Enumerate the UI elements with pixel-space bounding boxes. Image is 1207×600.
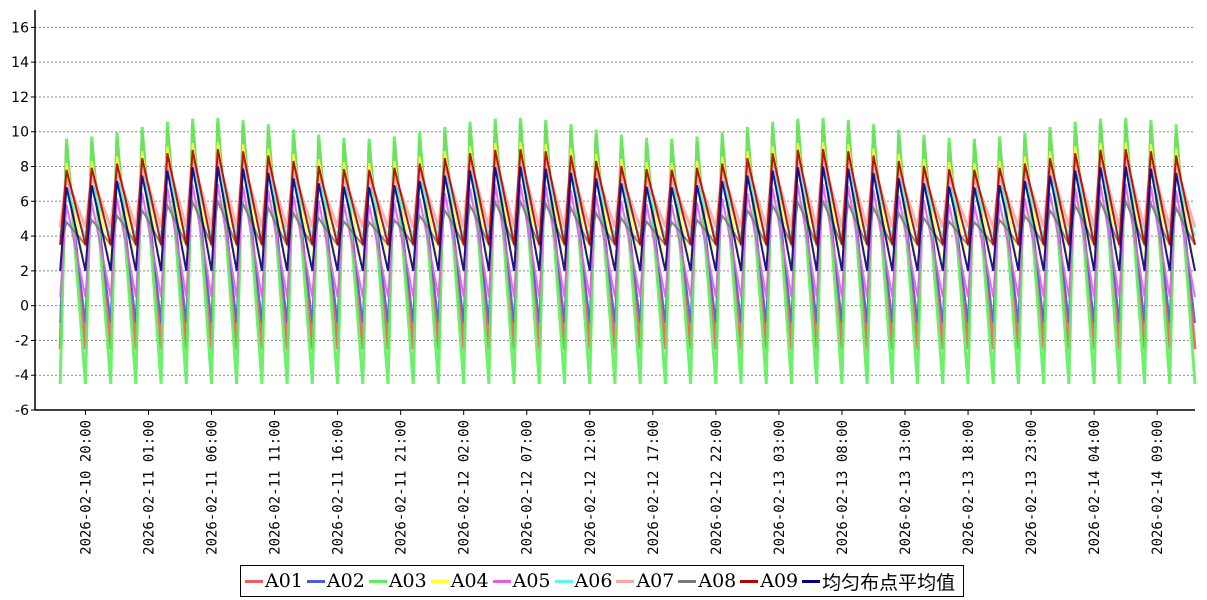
legend-label: A08 [698, 570, 737, 592]
x-tick-label: 2026-02-10 20:00 [78, 420, 94, 555]
series-line-A09 [59, 148, 1196, 246]
legend-item: A06 [554, 570, 613, 592]
y-tick-label: -4 [15, 368, 29, 384]
legend-swatch [740, 579, 759, 583]
legend-swatch [678, 579, 697, 583]
y-tick-label: -6 [15, 403, 29, 419]
legend-item: A07 [616, 570, 674, 592]
x-tick-label: 2026-02-14 09:00 [1150, 420, 1166, 555]
x-tick-label: 2026-02-12 02:00 [457, 420, 473, 555]
legend-label: A09 [760, 570, 799, 592]
series-line-均匀布点平均值 [59, 166, 1196, 272]
x-tick-label: 2026-02-12 07:00 [520, 420, 536, 555]
y-tick-label: 6 [20, 194, 29, 210]
legend-label: A03 [388, 570, 427, 592]
legend-item: A03 [368, 570, 427, 592]
legend-swatch [368, 579, 387, 583]
x-tick-label: 2026-02-11 21:00 [394, 420, 410, 555]
legend-swatch [430, 579, 449, 583]
y-tick-label: 2 [20, 264, 29, 280]
legend-label: 均匀布点平均值 [822, 571, 956, 594]
series-line-A06 [59, 166, 1196, 241]
legend-item: 均匀布点平均值 [802, 568, 955, 595]
legend-label: A02 [326, 570, 365, 592]
legend-label: A04 [450, 570, 489, 592]
y-tick-label: 12 [11, 90, 29, 106]
y-tick-label: 14 [11, 55, 29, 71]
y-tick-label: 16 [11, 20, 29, 36]
legend-swatch [492, 579, 511, 583]
legend-item: A02 [306, 570, 365, 592]
y-tick-label: 0 [20, 299, 29, 315]
legend: A01 A02 A03 A04 A05 A06 A07 A08 A09 均匀布点平均值 [240, 565, 965, 597]
x-tick-label: 2026-02-12 22:00 [709, 420, 725, 555]
y-tick-label: 8 [20, 160, 29, 176]
x-tick-label: 2026-02-13 23:00 [1024, 420, 1040, 555]
legend-item: A08 [678, 570, 736, 592]
series-line-A03 [58, 117, 1197, 385]
x-tick-label: 2026-02-12 17:00 [646, 420, 662, 555]
legend-item: A09 [740, 570, 798, 592]
legend-label: A01 [265, 570, 303, 592]
x-tick-label: 2026-02-11 16:00 [331, 420, 347, 555]
legend-label: A05 [512, 570, 551, 592]
legend-label: A06 [574, 570, 613, 592]
legend-swatch [306, 579, 325, 583]
x-tick-label: 2026-02-13 03:00 [772, 420, 788, 555]
x-tick-label: 2026-02-12 12:00 [583, 420, 599, 555]
x-tick-label: 2026-02-14 04:00 [1087, 420, 1103, 555]
y-tick-label: 4 [20, 229, 29, 245]
x-tick-label: 2026-02-13 08:00 [835, 420, 851, 555]
y-tick-label: -2 [15, 333, 29, 349]
legend-label: A07 [636, 570, 675, 592]
x-tick-label: 2026-02-13 18:00 [961, 420, 977, 555]
legend-swatch [554, 579, 573, 583]
x-tick-label: 2026-02-11 11:00 [268, 420, 284, 555]
x-tick-label: 2026-02-13 13:00 [898, 420, 914, 555]
series-group [58, 117, 1197, 385]
legend-item: A01 [245, 570, 303, 592]
y-tick-label: 10 [11, 125, 29, 141]
x-tick-label: 2026-02-11 01:00 [141, 420, 157, 555]
x-tick-label: 2026-02-11 06:00 [205, 420, 221, 555]
legend-swatch [802, 579, 821, 583]
legend-swatch [245, 579, 263, 583]
legend-item: A05 [492, 570, 551, 592]
legend-swatch [616, 579, 635, 583]
legend-item: A04 [430, 570, 489, 592]
series-line-A05 [59, 183, 1196, 298]
series-line-A08 [59, 197, 1196, 249]
